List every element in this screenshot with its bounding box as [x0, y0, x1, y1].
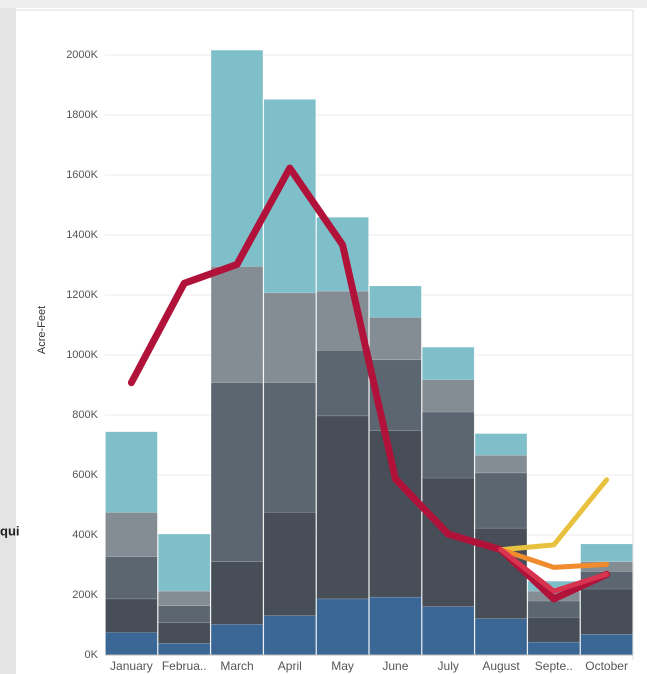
bar-segment [263, 292, 316, 383]
bar-segment [527, 641, 580, 656]
x-tick-label: July [438, 659, 459, 673]
bar-segment [316, 598, 369, 656]
bar-segment [369, 596, 422, 656]
line [498, 547, 610, 570]
bar-segment [105, 632, 158, 656]
sidebar-text: qui [0, 523, 20, 538]
y-tick-label: 800K [72, 409, 98, 421]
bar-segment [316, 349, 369, 417]
bar-segment [580, 543, 633, 562]
x-tick-label: Septe.. [535, 659, 573, 673]
bar-segment [369, 317, 422, 361]
bar-segment [263, 512, 316, 616]
y-tick-label: 1800K [66, 109, 98, 121]
bar-segment [263, 615, 316, 656]
bar-segment [105, 598, 158, 633]
y-tick-label: 1600K [66, 169, 98, 181]
line [127, 164, 611, 603]
bar-segment [263, 382, 316, 513]
bar-segment [527, 600, 580, 618]
bar-segment [580, 588, 633, 635]
x-tick-label: October [585, 659, 628, 673]
y-tick-label: 400K [72, 529, 98, 541]
bar-segment [158, 533, 211, 592]
x-tick-label: April [278, 659, 302, 673]
bar-segment [422, 379, 475, 413]
bar-segment [316, 415, 369, 600]
y-axis-label: Acre-Feet [36, 306, 48, 354]
bar-segment [158, 643, 211, 656]
bar-segment [210, 266, 264, 383]
bar-segment [158, 590, 211, 607]
bar-segment [210, 624, 264, 656]
y-tick-label: 1200K [66, 289, 98, 301]
y-tick-label: 200K [72, 589, 98, 601]
bar-segment [158, 622, 211, 644]
bar-segment [105, 556, 158, 600]
bar-segment [105, 431, 158, 513]
sidebar [0, 0, 16, 674]
line [498, 477, 610, 553]
bar-segment [210, 382, 264, 562]
bar-segment [580, 634, 633, 656]
y-tick-label: 2000K [66, 49, 98, 61]
bar-segment [474, 618, 528, 656]
x-tick-label: January [110, 659, 153, 673]
y-tick-label: 1400K [66, 229, 98, 241]
bar-segment [474, 472, 528, 529]
bar-segment [474, 433, 528, 456]
top-strip [0, 0, 647, 8]
line [498, 547, 610, 594]
bar-segment [210, 561, 264, 625]
bar-segment [422, 411, 475, 479]
x-tick-label: March [220, 659, 253, 673]
bar-segment [527, 617, 580, 643]
y-tick-label: 0K [85, 649, 99, 661]
y-tick-label: 1000K [66, 349, 98, 361]
bar-segment [422, 606, 475, 656]
bar-segment [369, 285, 422, 318]
x-tick-label: June [382, 659, 408, 673]
bar-segment [474, 454, 528, 474]
bar-segment [422, 346, 475, 380]
x-tick-label: Februa.. [162, 659, 207, 673]
y-tick-label: 600K [72, 469, 98, 481]
x-tick-label: August [482, 659, 520, 673]
bar-segment [158, 605, 211, 623]
bar-segment [369, 430, 422, 598]
x-tick-label: May [331, 659, 354, 673]
bar-segment [105, 512, 158, 557]
